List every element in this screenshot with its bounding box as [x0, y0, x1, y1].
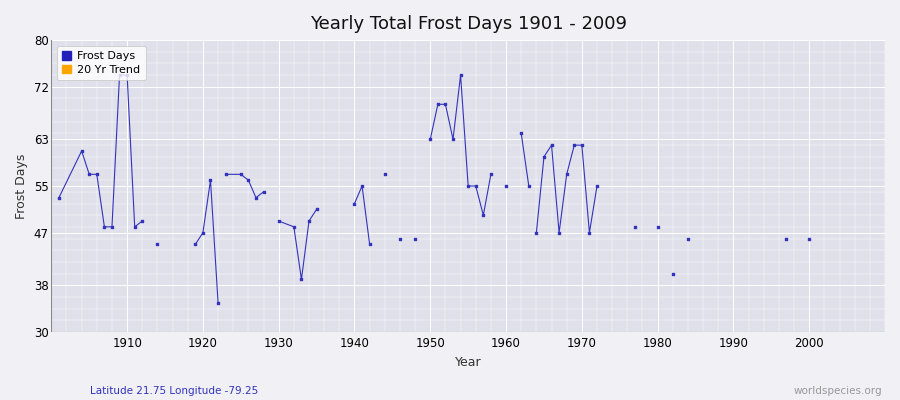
- Point: [574, 142, 589, 148]
- Point: [355, 183, 369, 189]
- Point: [120, 72, 134, 78]
- Point: [454, 72, 468, 78]
- Point: [544, 142, 559, 148]
- Point: [499, 183, 513, 189]
- Point: [75, 148, 89, 154]
- Point: [219, 171, 233, 178]
- Point: [310, 206, 324, 212]
- Point: [272, 218, 286, 224]
- Point: [248, 194, 263, 201]
- Point: [211, 300, 225, 306]
- Point: [529, 230, 544, 236]
- Point: [363, 241, 377, 248]
- Point: [203, 177, 218, 183]
- Point: [128, 224, 142, 230]
- Point: [446, 136, 460, 142]
- Point: [82, 171, 96, 178]
- Legend: Frost Days, 20 Yr Trend: Frost Days, 20 Yr Trend: [57, 46, 146, 80]
- Point: [536, 154, 551, 160]
- Point: [256, 189, 271, 195]
- Point: [438, 101, 453, 108]
- Point: [378, 171, 392, 178]
- Point: [195, 230, 210, 236]
- Point: [97, 224, 112, 230]
- Point: [522, 183, 536, 189]
- Point: [567, 142, 581, 148]
- Point: [392, 235, 407, 242]
- Point: [188, 241, 202, 248]
- Point: [627, 224, 642, 230]
- Point: [431, 101, 446, 108]
- Point: [651, 224, 665, 230]
- Point: [51, 194, 66, 201]
- Point: [423, 136, 437, 142]
- Text: worldspecies.org: worldspecies.org: [794, 386, 882, 396]
- Point: [90, 171, 104, 178]
- Point: [234, 171, 248, 178]
- Point: [560, 171, 574, 178]
- Point: [483, 171, 498, 178]
- Point: [112, 72, 127, 78]
- Text: Latitude 21.75 Longitude -79.25: Latitude 21.75 Longitude -79.25: [90, 386, 258, 396]
- Point: [294, 276, 309, 282]
- Point: [802, 235, 816, 242]
- Title: Yearly Total Frost Days 1901 - 2009: Yearly Total Frost Days 1901 - 2009: [310, 15, 626, 33]
- Point: [476, 212, 491, 218]
- Point: [590, 183, 604, 189]
- Point: [680, 235, 695, 242]
- X-axis label: Year: Year: [454, 356, 482, 369]
- Point: [582, 230, 597, 236]
- Point: [347, 200, 362, 207]
- Point: [779, 235, 794, 242]
- Point: [552, 230, 566, 236]
- Point: [461, 183, 475, 189]
- Point: [469, 183, 483, 189]
- Point: [241, 177, 256, 183]
- Point: [150, 241, 165, 248]
- Y-axis label: Frost Days: Frost Days: [15, 153, 28, 219]
- Point: [104, 224, 119, 230]
- Point: [408, 235, 422, 242]
- Point: [135, 218, 149, 224]
- Point: [302, 218, 316, 224]
- Point: [666, 270, 680, 277]
- Point: [514, 130, 528, 137]
- Point: [287, 224, 302, 230]
